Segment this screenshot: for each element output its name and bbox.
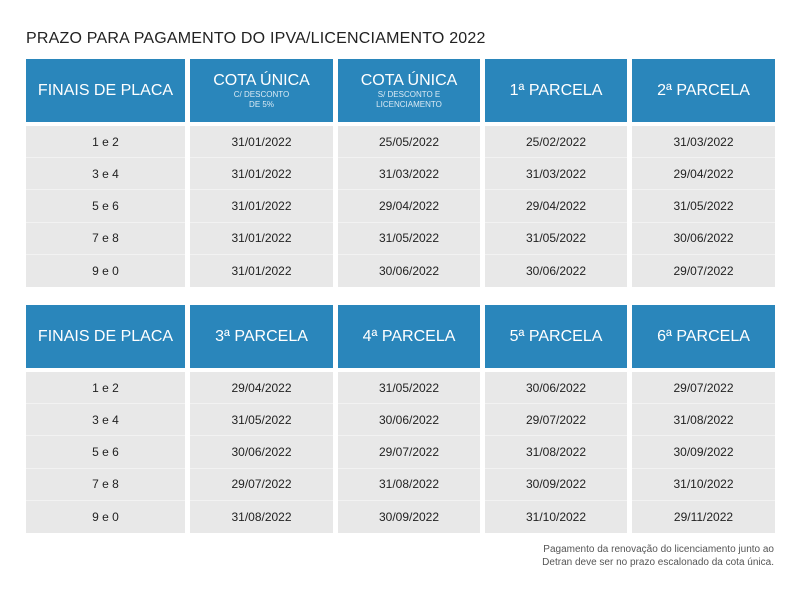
schedule-table-1: FINAIS DE PLACA COTA ÚNICA C/ DESCONTO DE 5…	[26, 59, 776, 287]
table-cell: 30/09/2022	[632, 436, 775, 469]
column-header: 5ª PARCELA	[485, 305, 627, 368]
table-cell: 25/05/2022	[338, 126, 480, 159]
table-cell: 31/05/2022	[338, 372, 480, 405]
table-cell: 31/08/2022	[231, 509, 292, 524]
header-label: 4ª PARCELA	[362, 327, 456, 345]
header-label: COTA ÚNICA	[213, 71, 310, 89]
table-cell: 9 e 0	[92, 509, 119, 524]
column-header: 3ª PARCELA	[190, 305, 333, 368]
table-cell: 1 e 2	[26, 126, 185, 159]
table-cell: 29/04/2022	[485, 190, 627, 223]
column-header: FINAIS DE PLACA	[26, 59, 185, 122]
header-sublabel: C/ DESCONTO	[233, 89, 290, 99]
table-cell: 31/01/2022	[190, 190, 333, 223]
schedule-table-2: FINAIS DE PLACA 3ª PARCELA 4ª PARCELA 5ª PA…	[26, 305, 776, 533]
header-label: FINAIS DE PLACA	[37, 81, 174, 99]
header-sublabel: LICENCIAMENTO	[376, 99, 442, 109]
column-header: 4ª PARCELA	[338, 305, 480, 368]
header-label: 1ª PARCELA	[509, 81, 603, 99]
table-cell: 31/08/2022	[338, 469, 480, 501]
table-cell: 30/06/2022	[190, 436, 333, 469]
column-header: 2ª PARCELA	[632, 59, 775, 122]
table-cell: 31/03/2022	[485, 158, 627, 191]
table-column: 29/07/2022 31/08/2022 30/09/2022 31/10/2022…	[632, 372, 775, 533]
header-label: 3ª PARCELA	[215, 327, 308, 345]
footnote-line-1: Pagamento da renovação do licenciamento …	[543, 544, 774, 555]
column-header: COTA ÚNICA S/ DESCONTO E LICENCIAMENTO	[338, 59, 480, 122]
table-cell: 29/11/2022	[673, 509, 734, 524]
table-cell: 30/06/2022	[378, 263, 440, 278]
column-header: 6ª PARCELA	[632, 305, 775, 368]
table-cell: 30/06/2022	[338, 404, 480, 437]
header-label: 5ª PARCELA	[509, 327, 603, 345]
table-cell: 5 e 6	[26, 190, 185, 223]
table-cell: 7 e 8	[26, 223, 185, 255]
table-cell: 30/09/2022	[378, 509, 440, 524]
table-column: 25/05/2022 31/03/2022 29/04/2022 31/05/2022…	[338, 126, 480, 287]
table-cell: 5 e 6	[26, 436, 185, 469]
table-cell: 31/08/2022	[485, 436, 627, 469]
footnote-line-2: Detran deve ser no prazo escalonado da c…	[542, 557, 774, 568]
table-cell: 29/07/2022	[632, 372, 775, 405]
table-column: 30/06/2022 29/07/2022 31/08/2022 30/09/2022…	[485, 372, 627, 533]
table-cell: 31/05/2022	[632, 190, 775, 223]
table-cell: 29/04/2022	[632, 158, 775, 191]
header-label: FINAIS DE PLACA	[37, 327, 174, 345]
table-cell: 31/01/2022	[231, 263, 292, 278]
table-cell: 31/05/2022	[190, 404, 333, 437]
table-cell: 31/10/2022	[632, 469, 775, 501]
column-header: FINAIS DE PLACA	[26, 305, 185, 368]
table-cell: 3 e 4	[26, 404, 185, 437]
table-cell: 31/01/2022	[190, 126, 333, 159]
table-cell: 30/06/2022	[485, 372, 627, 405]
table-column: 29/04/2022 31/05/2022 30/06/2022 29/07/2022…	[190, 372, 333, 533]
table-cell: 29/07/2022	[338, 436, 480, 469]
table-cell: 31/01/2022	[190, 223, 333, 255]
table-cell: 31/03/2022	[338, 158, 480, 191]
table-cell: 25/02/2022	[485, 126, 627, 159]
header-label: 2ª PARCELA	[657, 81, 750, 99]
table-cell: 30/09/2022	[485, 469, 627, 501]
table-cell: 30/06/2022	[632, 223, 775, 255]
table-column: 25/02/2022 31/03/2022 29/04/2022 31/05/2022…	[485, 126, 627, 287]
table-cell: 31/05/2022	[338, 223, 480, 255]
footnote: Pagamento da renovação do licenciamento …	[542, 543, 774, 569]
table-column: 31/03/2022 29/04/2022 31/05/2022 30/06/2022…	[632, 126, 775, 287]
table-cell: 7 e 8	[26, 469, 185, 501]
header-label: COTA ÚNICA	[360, 71, 458, 89]
table-cell: 31/03/2022	[632, 126, 775, 159]
table-cell: 31/10/2022	[525, 509, 587, 524]
column-header: 1ª PARCELA	[485, 59, 627, 122]
header-sublabel: DE 5%	[249, 99, 274, 109]
header-sublabel: S/ DESCONTO E	[377, 89, 441, 99]
table-cell: 31/01/2022	[190, 158, 333, 191]
table-cell: 29/04/2022	[338, 190, 480, 223]
table-cell: 1 e 2	[26, 372, 185, 405]
table-cell: 29/07/2022	[673, 263, 734, 278]
header-label: 6ª PARCELA	[657, 327, 750, 345]
table-cell: 9 e 0	[92, 263, 119, 278]
table-cell: 30/06/2022	[525, 263, 587, 278]
table-column: 31/05/2022 30/06/2022 29/07/2022 31/08/2022…	[338, 372, 480, 533]
table-cell: 3 e 4	[26, 158, 185, 191]
column-header: COTA ÚNICA C/ DESCONTO DE 5%	[190, 59, 333, 122]
page-title: PRAZO PARA PAGAMENTO DO IPVA/LICENCIAMEN…	[26, 30, 486, 47]
table-cell: 31/08/2022	[632, 404, 775, 437]
table-cell: 29/07/2022	[190, 469, 333, 501]
table-cell: 29/04/2022	[190, 372, 333, 405]
table-cell: 29/07/2022	[485, 404, 627, 437]
table-cell: 31/05/2022	[485, 223, 627, 255]
table-column: 31/01/2022 31/01/2022 31/01/2022 31/01/2022…	[190, 126, 333, 287]
